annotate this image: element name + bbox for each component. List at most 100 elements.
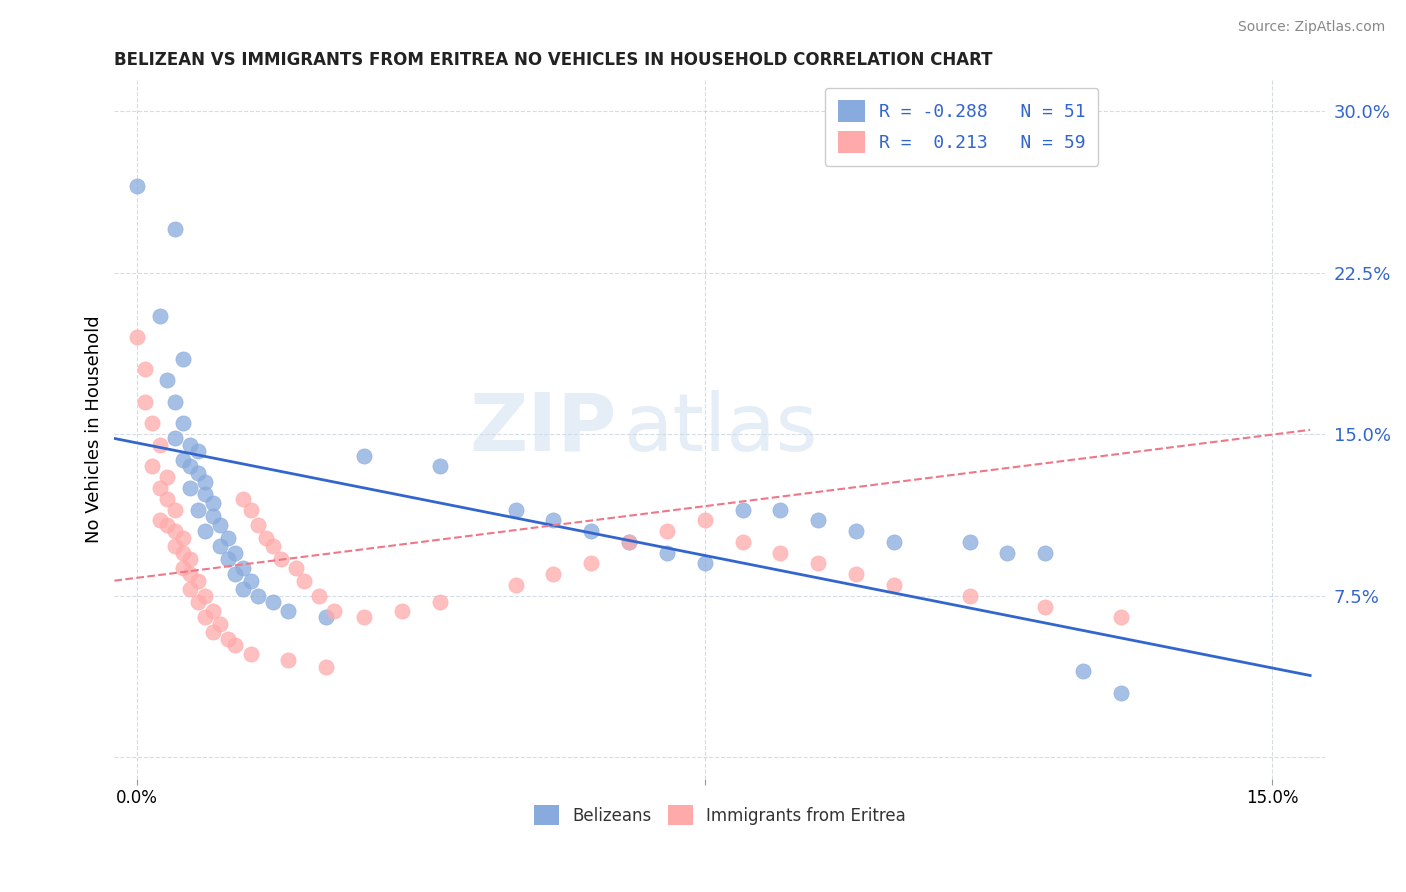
Point: [655, 524, 678, 538]
Point: [163, 539, 186, 553]
Point: [543, 513, 565, 527]
Point: [209, 539, 232, 553]
Point: [224, 567, 246, 582]
Point: [315, 610, 337, 624]
Point: [807, 557, 830, 571]
Point: [353, 449, 375, 463]
Point: [149, 438, 172, 452]
Point: [232, 582, 254, 597]
Point: [187, 466, 209, 480]
Point: [187, 444, 209, 458]
Point: [127, 330, 149, 344]
Point: [617, 534, 640, 549]
Point: [285, 560, 308, 574]
Point: [1071, 664, 1094, 678]
Point: [391, 604, 413, 618]
Point: [149, 513, 172, 527]
Point: [505, 502, 527, 516]
Point: [262, 595, 284, 609]
Point: [141, 417, 163, 431]
Point: [693, 557, 716, 571]
Point: [201, 508, 224, 523]
Text: BELIZEAN VS IMMIGRANTS FROM ERITREA NO VEHICLES IN HOUSEHOLD CORRELATION CHART: BELIZEAN VS IMMIGRANTS FROM ERITREA NO V…: [114, 51, 993, 69]
Text: atlas: atlas: [623, 390, 817, 467]
Point: [505, 578, 527, 592]
Point: [262, 539, 284, 553]
Point: [807, 513, 830, 527]
Point: [959, 589, 981, 603]
Point: [156, 470, 179, 484]
Point: [172, 417, 194, 431]
Point: [277, 653, 299, 667]
Point: [141, 459, 163, 474]
Point: [292, 574, 315, 588]
Point: [731, 534, 754, 549]
Point: [179, 567, 201, 582]
Point: [731, 502, 754, 516]
Point: [217, 632, 239, 646]
Point: [163, 432, 186, 446]
Text: Source: ZipAtlas.com: Source: ZipAtlas.com: [1237, 20, 1385, 34]
Point: [201, 625, 224, 640]
Point: [194, 589, 217, 603]
Point: [172, 351, 194, 366]
Legend: Belizeans, Immigrants from Eritrea: Belizeans, Immigrants from Eritrea: [526, 797, 914, 834]
Point: [239, 502, 262, 516]
Point: [232, 560, 254, 574]
Point: [845, 524, 868, 538]
Point: [315, 660, 337, 674]
Point: [179, 438, 201, 452]
Point: [277, 604, 299, 618]
Point: [429, 595, 451, 609]
Point: [187, 502, 209, 516]
Point: [156, 491, 179, 506]
Point: [883, 578, 905, 592]
Point: [617, 534, 640, 549]
Point: [163, 524, 186, 538]
Point: [997, 546, 1019, 560]
Point: [172, 453, 194, 467]
Point: [194, 524, 217, 538]
Point: [201, 604, 224, 618]
Text: ZIP: ZIP: [470, 390, 617, 467]
Y-axis label: No Vehicles in Household: No Vehicles in Household: [86, 315, 103, 542]
Point: [217, 552, 239, 566]
Point: [209, 616, 232, 631]
Point: [163, 502, 186, 516]
Point: [149, 309, 172, 323]
Point: [224, 546, 246, 560]
Point: [194, 487, 217, 501]
Point: [247, 589, 270, 603]
Point: [187, 574, 209, 588]
Point: [179, 481, 201, 495]
Point: [1033, 599, 1056, 614]
Point: [201, 496, 224, 510]
Point: [127, 179, 149, 194]
Point: [149, 481, 172, 495]
Point: [179, 552, 201, 566]
Point: [156, 373, 179, 387]
Point: [655, 546, 678, 560]
Point: [1109, 610, 1132, 624]
Point: [163, 394, 186, 409]
Point: [209, 517, 232, 532]
Point: [156, 517, 179, 532]
Point: [134, 362, 156, 376]
Point: [429, 459, 451, 474]
Point: [187, 595, 209, 609]
Point: [239, 574, 262, 588]
Point: [239, 647, 262, 661]
Point: [883, 534, 905, 549]
Point: [247, 517, 270, 532]
Point: [322, 604, 344, 618]
Point: [172, 560, 194, 574]
Point: [179, 582, 201, 597]
Point: [254, 531, 277, 545]
Point: [232, 491, 254, 506]
Point: [194, 610, 217, 624]
Point: [543, 567, 565, 582]
Point: [579, 557, 602, 571]
Point: [172, 546, 194, 560]
Point: [579, 524, 602, 538]
Point: [172, 531, 194, 545]
